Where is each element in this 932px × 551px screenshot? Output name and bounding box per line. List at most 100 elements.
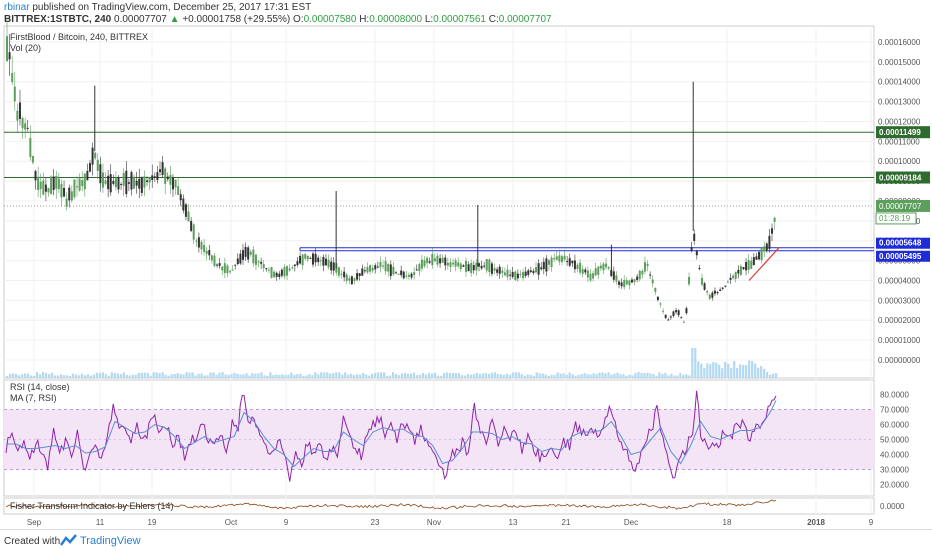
author-link[interactable]: rbinar — [4, 2, 30, 13]
volume-bar — [769, 374, 772, 378]
candle-body — [501, 270, 504, 273]
volume-bar — [347, 374, 350, 378]
candle-body — [330, 261, 333, 271]
candle-body — [765, 243, 768, 251]
candle-body — [125, 170, 128, 194]
candle-body — [553, 258, 556, 260]
time-tick-label: 11 — [96, 518, 105, 527]
candle-body — [524, 271, 527, 276]
candle-body — [636, 276, 639, 280]
volume-bar — [433, 372, 437, 378]
rsi-title: RSI (14, close) — [10, 382, 70, 392]
volume-bar — [194, 375, 197, 378]
volume-bar — [664, 372, 667, 378]
volume-bar — [188, 372, 191, 378]
open-label: O: — [293, 14, 304, 25]
candle-body — [135, 180, 138, 186]
candle-body — [24, 123, 27, 130]
volume-bar — [535, 372, 538, 378]
price-tick-label: 0.00000000 — [878, 356, 921, 365]
candle-body — [286, 266, 289, 276]
volume-bar — [302, 375, 305, 378]
candle-body — [675, 310, 678, 313]
candle-body — [620, 282, 623, 287]
volume-bar — [374, 372, 377, 378]
volume-bar — [152, 372, 155, 378]
candle-body — [350, 276, 353, 285]
candle-body — [485, 259, 488, 271]
candle-body — [436, 255, 439, 265]
volume-bar — [613, 373, 616, 378]
volume-bar — [466, 374, 470, 378]
volume-bar — [92, 374, 95, 378]
candle-body — [65, 198, 68, 207]
volume-bar — [296, 373, 299, 378]
candle-body — [615, 275, 618, 282]
candle-body — [107, 175, 110, 190]
level-label-bg — [876, 171, 930, 184]
volume-bar — [745, 365, 748, 378]
candle-body — [535, 267, 538, 273]
last-price: 0.00007707 — [114, 14, 167, 25]
publish-info: rbinar published on TradingView.com, Dec… — [4, 2, 311, 13]
candle-body — [47, 188, 50, 193]
price-tick-label: 0.00014000 — [878, 78, 921, 87]
volume-bar — [242, 374, 245, 378]
candle-body — [732, 275, 735, 279]
candle-body — [459, 263, 462, 270]
chart-canvas[interactable]: 0.00016000 0.00015000 0.00014000 0.00013000… — [0, 0, 932, 529]
volume-bar — [6, 376, 9, 378]
candle-body — [57, 178, 60, 189]
candle-body — [179, 194, 182, 201]
volume-bar — [215, 374, 218, 378]
candle-body — [187, 211, 190, 222]
tradingview-brand-link[interactable]: TradingView — [80, 535, 141, 547]
candle-body — [88, 163, 91, 172]
fisher-tick-label: 0.0000 — [880, 502, 905, 511]
candle-body — [555, 256, 558, 260]
fisher-panel — [3, 497, 875, 515]
candle-body — [275, 272, 278, 277]
volume-bar — [397, 375, 401, 378]
volume-bar — [173, 373, 176, 378]
volume-bar — [53, 375, 57, 378]
volume-bar — [77, 375, 81, 378]
volume-bar — [430, 373, 434, 378]
volume-bar — [730, 367, 733, 378]
volume-bar — [583, 373, 586, 378]
candle-body — [309, 258, 312, 260]
volume-bar — [415, 375, 419, 378]
volume-bar — [643, 372, 646, 378]
volume-bar — [526, 374, 529, 378]
volume-bar — [32, 375, 36, 378]
rsi-ma-title: MA (7, RSI) — [10, 393, 57, 403]
volume-bar — [338, 372, 341, 378]
candle-body — [452, 262, 455, 265]
candle-body — [475, 262, 478, 271]
volume-bar — [676, 375, 679, 378]
volume-bar — [766, 372, 769, 378]
candle-body — [127, 182, 130, 184]
candle-body — [680, 317, 683, 319]
candle-body — [446, 262, 449, 266]
candle-body — [480, 265, 483, 269]
volume-bar — [269, 372, 272, 378]
candle-body — [18, 102, 21, 119]
volume-bar — [278, 374, 281, 378]
volume-bar — [86, 374, 89, 378]
volume-bar — [598, 372, 601, 378]
candle-body — [44, 184, 47, 192]
low-label: L: — [424, 14, 434, 25]
candle-body — [244, 246, 247, 257]
candle-body — [114, 178, 117, 188]
candle-body — [716, 291, 719, 294]
volume-bar — [472, 374, 475, 378]
volume-bar — [200, 373, 203, 378]
volume-bar — [481, 373, 484, 378]
volume-title: Vol (20) — [10, 43, 41, 53]
volume-bar — [499, 374, 502, 378]
volume-bar — [203, 375, 206, 378]
candle-body — [542, 261, 545, 270]
candle-body — [29, 137, 32, 158]
candle-body — [369, 265, 372, 272]
